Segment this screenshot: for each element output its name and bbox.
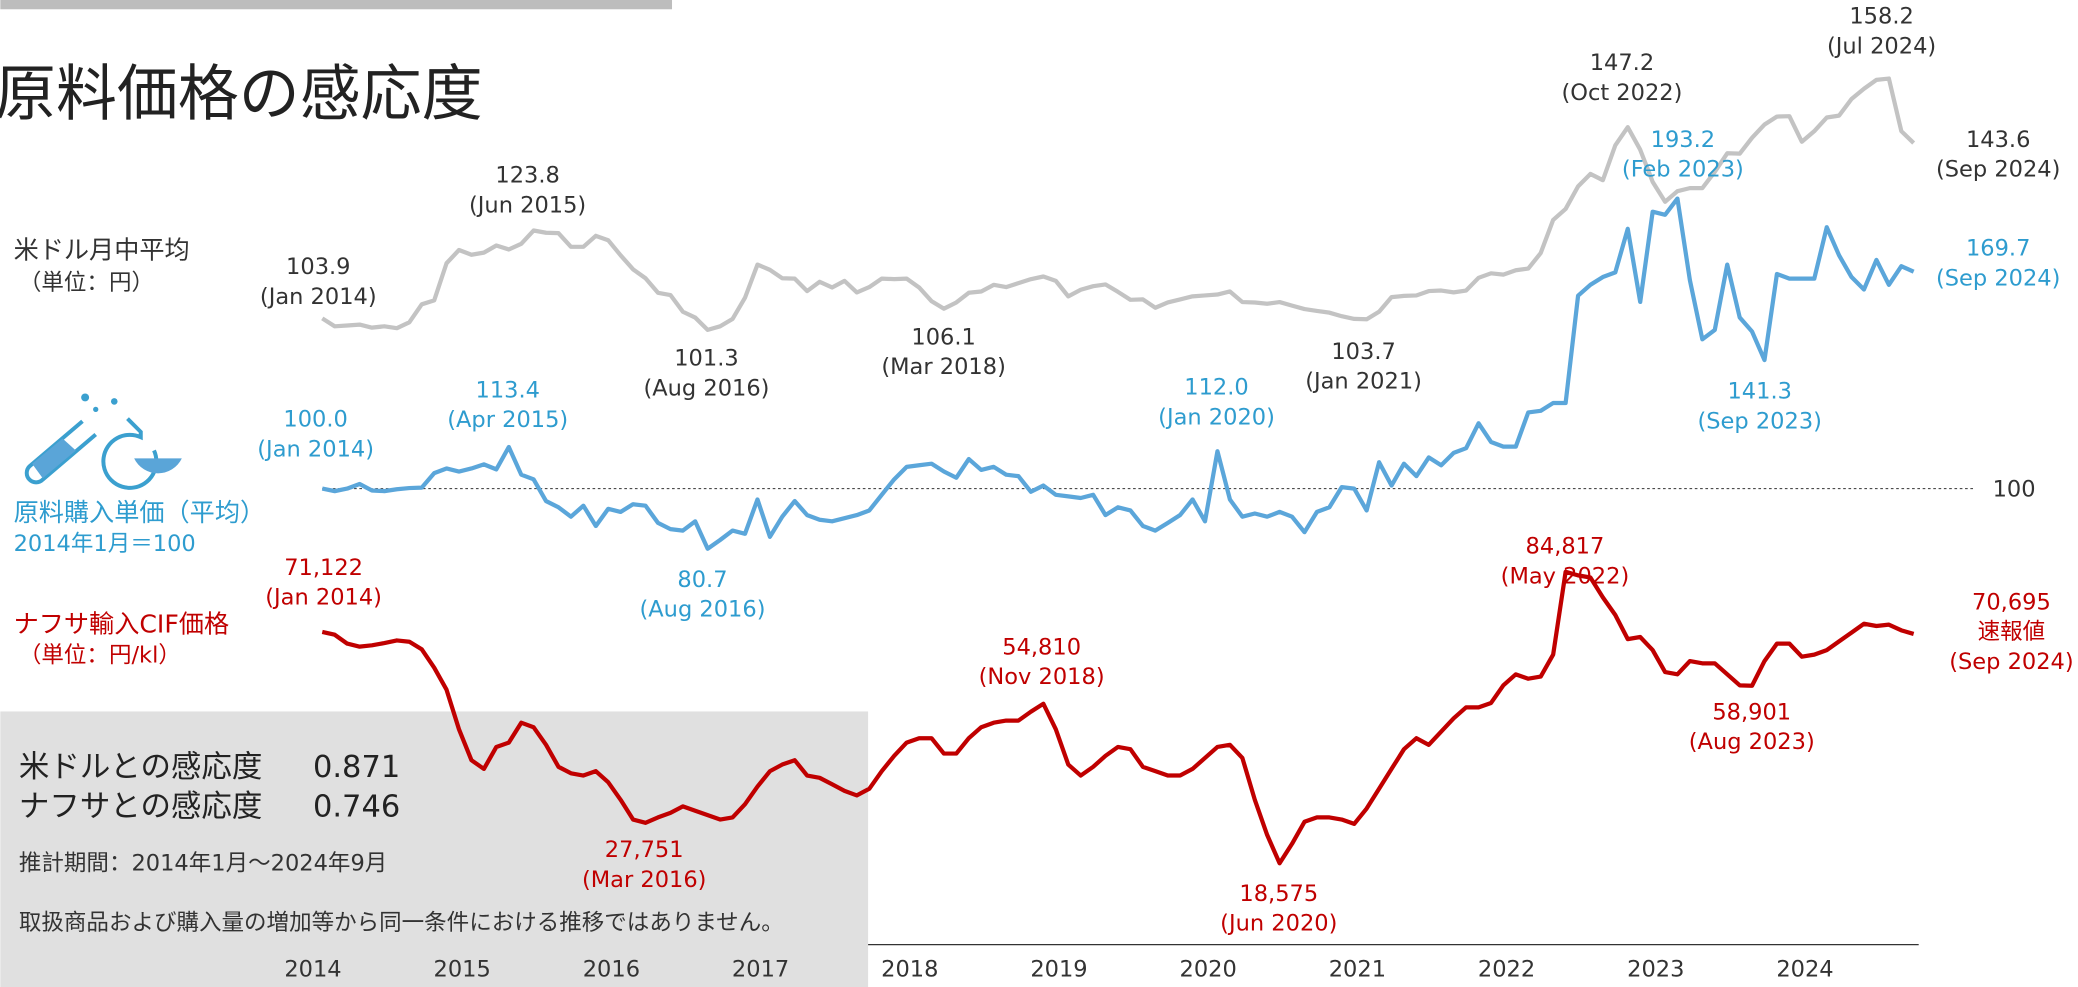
annotation: 27,751 [605, 837, 684, 863]
panel-value: 0.871 [313, 750, 400, 785]
annotation: 112.0 [1184, 375, 1248, 401]
annotation: 169.7 [1966, 236, 2030, 262]
series-line [321, 76, 1916, 333]
annotation: (Feb 2023) [1622, 157, 1744, 183]
x-tick-label: 2024 [1776, 956, 1833, 982]
annotation: 84,817 [1526, 534, 1605, 560]
annotation: (Aug 2023) [1689, 729, 1815, 755]
x-tick-label: 2016 [583, 956, 640, 982]
annotation: (Jan 2020) [1158, 404, 1275, 430]
annotation: (Mar 2016) [582, 867, 707, 893]
annotation: (Sep 2024) [1949, 649, 2073, 675]
annotation: (Nov 2018) [979, 664, 1105, 690]
x-tick-label: 2022 [1478, 956, 1535, 982]
annotation: (Jan 2014) [257, 436, 374, 462]
annotation: 113.4 [476, 377, 540, 403]
panel-note: 取扱商品および購入量の増加等から同一条件における推移ではありません。 [19, 910, 784, 936]
chart-title: 原料価格の感応度 [0, 59, 483, 130]
annotation: (May 2022) [1501, 563, 1630, 589]
annotation: (Apr 2015) [447, 407, 568, 433]
annotation: 103.7 [1331, 339, 1395, 365]
x-tick-label: 2014 [284, 956, 341, 982]
series-unit: （単位：円/kl） [19, 642, 181, 668]
top-bar [0, 0, 673, 10]
annotation: 71,122 [284, 555, 363, 581]
x-tick-label: 2017 [732, 956, 789, 982]
annotation: 101.3 [674, 346, 738, 372]
annotation: 70,695 [1972, 589, 2051, 615]
annotation: (Oct 2022) [1561, 80, 1682, 106]
annotation: 141.3 [1727, 379, 1791, 405]
series-name: 米ドル月中平均 [14, 236, 190, 265]
annotation: 143.6 [1966, 127, 2030, 153]
baseline-label: 100 [1993, 476, 2036, 502]
annotation: 速報値 [1978, 619, 2046, 645]
series-line [321, 196, 1915, 551]
annotation: (Mar 2018) [881, 354, 1006, 380]
annotation: (Jan 2014) [260, 284, 377, 310]
info-panel [0, 711, 869, 987]
flask-icon [24, 393, 182, 490]
annotation: 158.2 [1849, 4, 1913, 30]
x-tick-label: 2015 [434, 956, 491, 982]
series-name: 原料購入単価（平均） [14, 498, 266, 527]
annotation: 147.2 [1590, 50, 1654, 76]
x-tick-label: 2023 [1627, 956, 1684, 982]
x-tick-label: 2018 [881, 956, 938, 982]
annotation: (Jan 2014) [265, 585, 382, 611]
x-tick-label: 2020 [1180, 956, 1237, 982]
annotation: (Jan 2021) [1305, 369, 1422, 395]
x-tick-label: 2021 [1329, 956, 1386, 982]
panel-value: 0.746 [313, 790, 400, 825]
annotation: 54,810 [1002, 634, 1081, 660]
annotation: (Aug 2016) [643, 375, 769, 401]
annotation: 103.9 [286, 254, 350, 280]
annotation: 100.0 [283, 406, 347, 432]
panel-label: 米ドルとの感応度 [19, 750, 262, 785]
series-unit: （単位：円） [19, 270, 154, 296]
x-tick-label: 2019 [1030, 956, 1087, 982]
panel-period: 推計期間：2014年1月～2024年9月 [19, 850, 387, 876]
series-name: ナフサ輸入CIF価格 [14, 609, 230, 638]
annotation: (Sep 2024) [1936, 265, 2060, 291]
annotation: 193.2 [1651, 127, 1715, 153]
panel-label: ナフサとの感応度 [19, 790, 262, 825]
annotation: 80.7 [677, 567, 727, 593]
annotation: 123.8 [495, 163, 559, 189]
annotation: (Aug 2016) [639, 597, 765, 623]
annotation: (Jun 2015) [469, 193, 586, 219]
annotation: (Jun 2020) [1220, 911, 1337, 937]
annotation: (Jul 2024) [1827, 34, 1936, 60]
series-unit: 2014年1月＝100 [14, 531, 196, 557]
annotation: 18,575 [1239, 881, 1318, 907]
annotation: 106.1 [911, 324, 975, 350]
annotation: 58,901 [1712, 699, 1791, 725]
series-line [321, 569, 1915, 866]
annotation: (Sep 2023) [1697, 408, 1821, 434]
annotation: (Sep 2024) [1936, 157, 2060, 183]
